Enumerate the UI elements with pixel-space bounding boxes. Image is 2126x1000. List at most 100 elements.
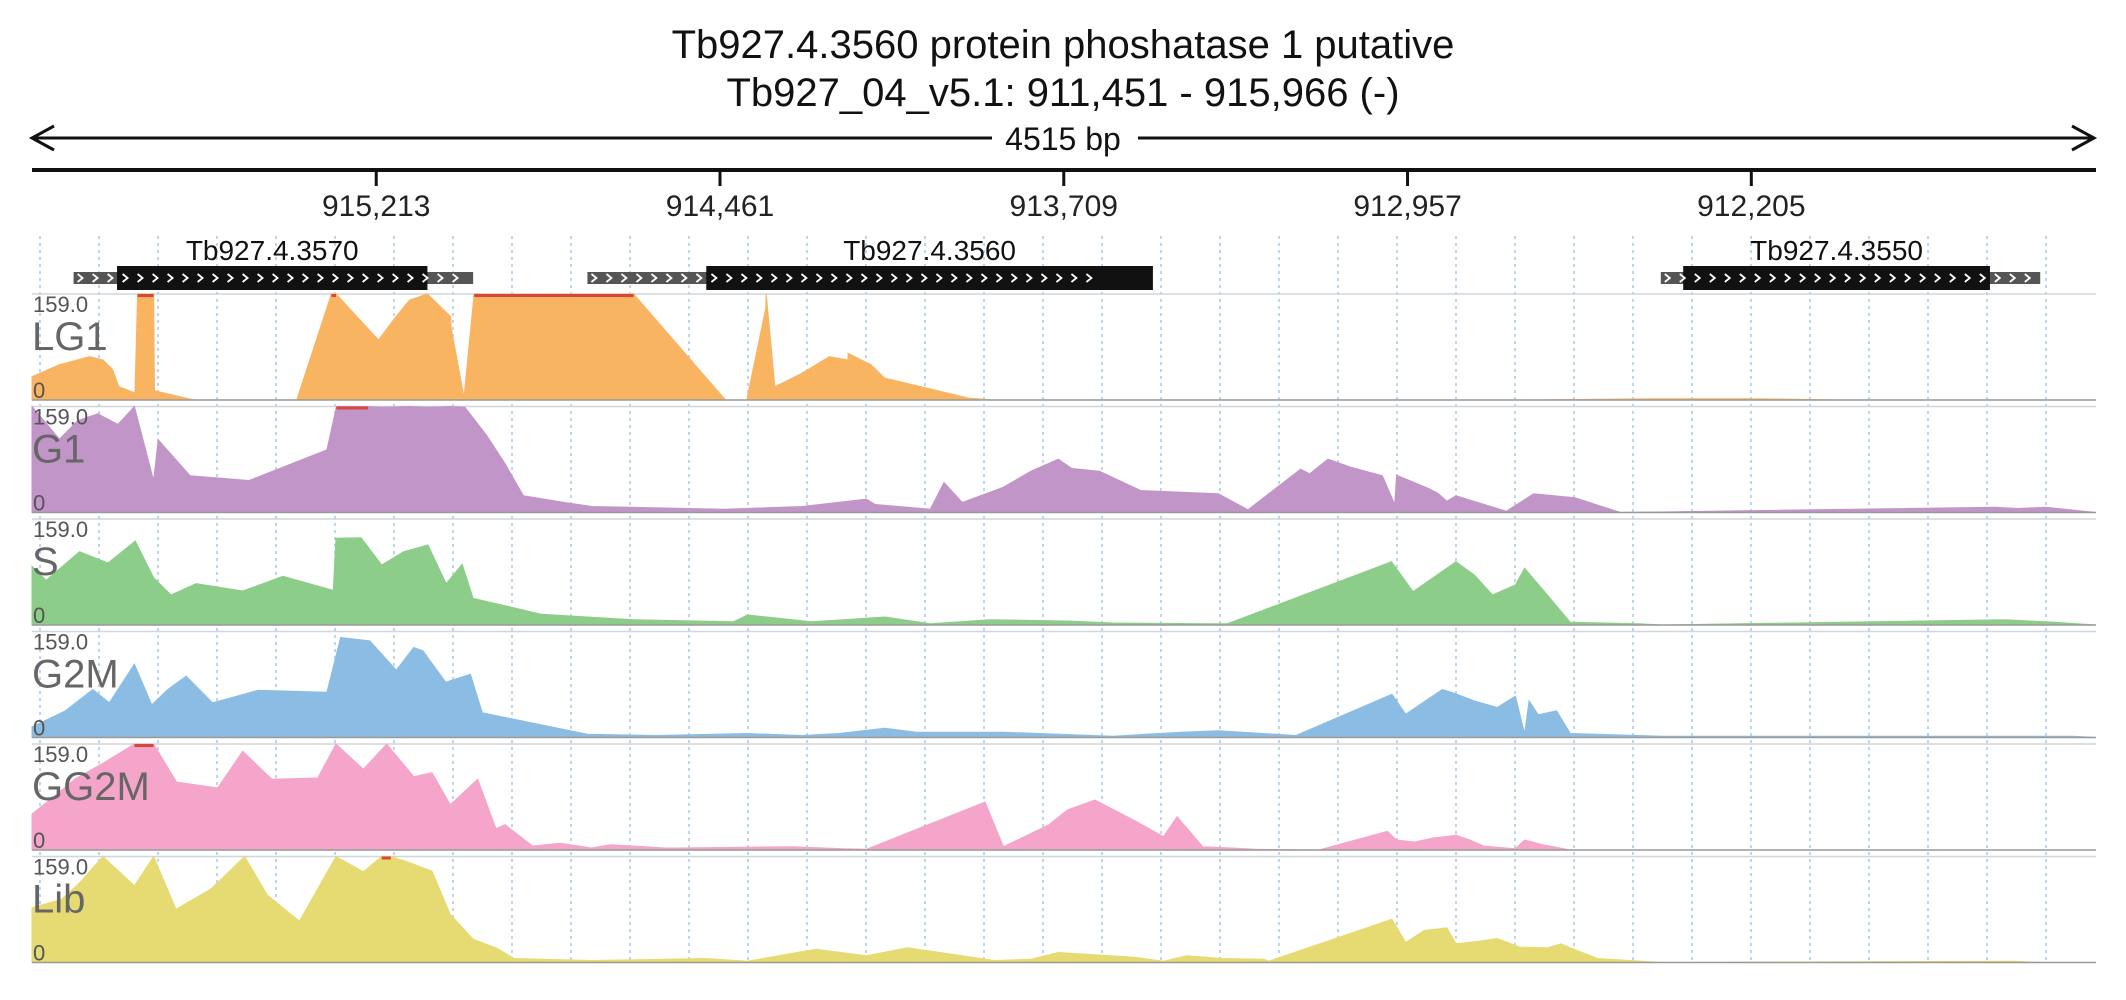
strand-chevron-icon-2-0 [1664, 273, 1672, 283]
strand-chevron-icon-0-24 [437, 273, 445, 283]
strand-chevron-icon-2-17 [1919, 273, 1927, 283]
ruler-tick-label-3: 912,957 [1353, 190, 1461, 223]
strand-chevron-icon-2-16 [1904, 273, 1912, 283]
track-G2M: 159.0 0 G2M [31, 630, 2097, 741]
strand-chevron-icon-0-10 [227, 273, 235, 283]
strand-chevron-icon-2-11 [1829, 273, 1837, 283]
strand-chevron-icon-1-22 [920, 273, 928, 283]
strand-chevron-icon-1-9 [725, 273, 733, 283]
track-ymax-label-2: 159.0 [33, 517, 88, 542]
left-arrowhead-icon [28, 124, 55, 152]
gene-cds-0 [117, 266, 428, 290]
strand-chevron-icon-1-19 [875, 273, 883, 283]
clip-marker-G1-0 [336, 406, 355, 410]
track-area-Lib [31, 855, 2096, 964]
strand-chevron-icon-1-4 [650, 273, 658, 283]
track-area-G2M [31, 636, 2097, 738]
strand-chevron-icon-1-26 [980, 273, 988, 283]
figure-title-locus: Tb927_04_v5.1: 911,451 - 915,966 (-) [726, 71, 1399, 115]
track-ymin-label-1: 0 [33, 491, 45, 516]
strand-chevron-icon-2-1 [1679, 273, 1687, 283]
strand-chevron-icon-2-14 [1874, 273, 1882, 283]
track-name-3: G2M [32, 653, 119, 697]
track-ymax-label-3: 159.0 [33, 630, 88, 655]
track-ymin-label-0: 0 [33, 378, 45, 403]
strand-chevron-icon-0-20 [377, 273, 385, 283]
clip-marker-LG1-2 [474, 294, 634, 297]
strand-chevron-icon-0-2 [107, 273, 115, 283]
span-arrow: 4515 bp [28, 121, 2098, 157]
strand-chevron-icon-1-21 [905, 273, 913, 283]
gene-label-1: Tb927.4.3560 [843, 235, 1016, 266]
strand-chevron-icon-1-18 [860, 273, 868, 283]
right-arrowhead-icon [2071, 124, 2098, 152]
track-ymax-label-4: 159.0 [33, 742, 88, 767]
strand-chevron-icon-2-12 [1844, 273, 1852, 283]
gene-annotation-track: Tb927.4.3570 Tb927.4.3560 Tb927.4.3550 [73, 235, 2041, 290]
strand-chevron-icon-0-18 [347, 273, 355, 283]
strand-chevron-icon-0-5 [152, 273, 160, 283]
strand-chevron-icon-0-6 [167, 273, 175, 283]
strand-chevron-icon-1-12 [770, 273, 778, 283]
ruler-tick-label-2: 913,709 [1010, 190, 1118, 223]
strand-chevron-icon-0-15 [302, 273, 310, 283]
strand-chevron-icon-2-21 [1979, 273, 1987, 283]
track-area-GG2M [31, 743, 2096, 851]
strand-chevron-icon-0-16 [317, 273, 325, 283]
ruler-tick-label-0: 915,213 [322, 190, 430, 223]
strand-chevron-icon-2-22 [1994, 273, 2002, 283]
clip-marker-Lib-0 [381, 856, 391, 860]
strand-chevron-icon-2-15 [1889, 273, 1897, 283]
track-area-LG1 [31, 293, 2096, 401]
strand-chevron-icon-0-14 [287, 273, 295, 283]
strand-chevron-icon-1-0 [590, 273, 598, 283]
strand-chevron-icon-1-31 [1055, 273, 1063, 283]
track-Lib: 159.0 0 Lib [31, 855, 2096, 966]
strand-chevron-icon-0-21 [392, 273, 400, 283]
clip-marker-LG1-1 [331, 294, 336, 297]
strand-chevron-icon-0-13 [272, 273, 280, 283]
strand-chevron-icon-0-23 [422, 273, 430, 283]
strand-chevron-icon-0-25 [452, 273, 460, 283]
strand-chevron-icon-2-6 [1754, 273, 1762, 283]
strand-chevron-icon-1-27 [995, 273, 1003, 283]
strand-chevron-icon-2-13 [1859, 273, 1867, 283]
strand-chevron-icon-2-10 [1814, 273, 1822, 283]
strand-chevron-icon-2-5 [1739, 273, 1747, 283]
track-ymax-label-5: 159.0 [33, 855, 88, 880]
track-area-G1 [31, 405, 2097, 514]
track-LG1: 159.0 0 LG1 [31, 292, 2096, 403]
track-name-0: LG1 [32, 315, 108, 359]
track-name-5: Lib [32, 878, 85, 922]
strand-chevron-icon-0-9 [212, 273, 220, 283]
strand-chevron-icon-1-23 [935, 273, 943, 283]
strand-chevron-icon-0-12 [257, 273, 265, 283]
strand-chevron-icon-1-1 [605, 273, 613, 283]
strand-chevron-icon-2-8 [1784, 273, 1792, 283]
strand-chevron-icon-0-19 [362, 273, 370, 283]
strand-chevron-icon-1-28 [1010, 273, 1018, 283]
clip-marker-LG1-0 [137, 294, 154, 297]
gene-cds-1 [706, 266, 1153, 290]
track-ymax-label-0: 159.0 [33, 292, 88, 317]
strand-chevron-icon-0-22 [407, 273, 415, 283]
track-ymin-label-3: 0 [33, 716, 45, 741]
clip-marker-G1-1 [354, 406, 368, 410]
strand-chevron-icon-1-16 [830, 273, 838, 283]
strand-chevron-icon-1-11 [755, 273, 763, 283]
track-ymin-label-4: 0 [33, 828, 45, 853]
track-S: 159.0 0 S [31, 517, 2097, 628]
strand-chevron-icon-0-3 [122, 273, 130, 283]
strand-chevron-icon-1-5 [665, 273, 673, 283]
strand-chevron-icon-2-4 [1724, 273, 1732, 283]
track-ymin-label-5: 0 [33, 941, 45, 966]
span-label: 4515 bp [1005, 121, 1121, 157]
strand-chevron-icon-1-3 [635, 273, 643, 283]
strand-chevron-icon-1-30 [1040, 273, 1048, 283]
strand-chevron-icon-1-14 [800, 273, 808, 283]
strand-chevron-icon-1-29 [1025, 273, 1033, 283]
strand-chevron-icon-1-7 [695, 273, 703, 283]
track-GG2M: 159.0 0 GG2M [31, 742, 2096, 853]
strand-chevron-icon-1-24 [950, 273, 958, 283]
